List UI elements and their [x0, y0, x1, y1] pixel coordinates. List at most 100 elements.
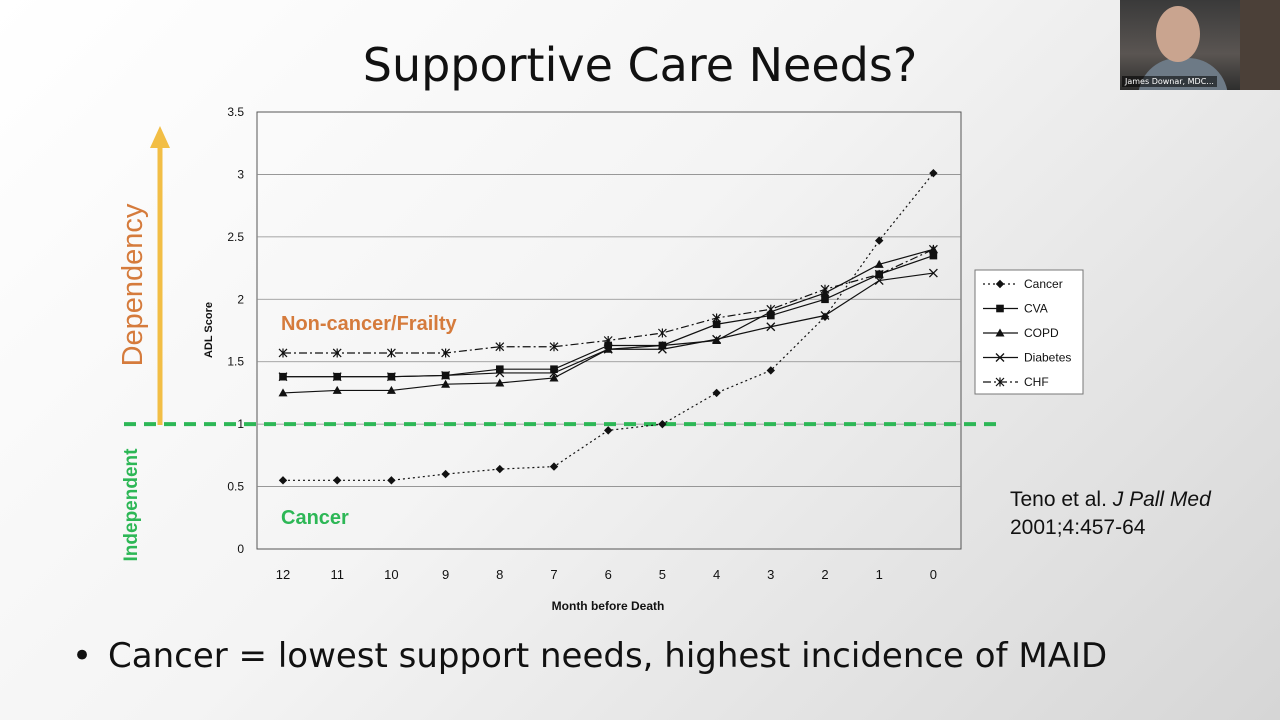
webcam-video[interactable]: James Downar, MDC... — [1120, 0, 1280, 90]
data-point-cva — [821, 295, 829, 304]
data-point-cancer — [333, 476, 342, 485]
y-tick-label: 0.5 — [227, 480, 244, 494]
data-point-diabetes — [495, 368, 505, 378]
dependency-label: Dependency — [117, 203, 149, 366]
x-tick-label: 0 — [930, 567, 937, 582]
bullet-dot: • — [72, 636, 93, 676]
data-point-copd — [495, 378, 505, 387]
data-point-copd — [332, 385, 342, 394]
data-point-diabetes — [820, 311, 830, 320]
x-tick-label: 4 — [713, 567, 720, 582]
data-point-chf — [766, 304, 776, 314]
data-point-chf — [332, 348, 342, 358]
data-point-diabetes — [712, 334, 722, 344]
citation-authors: Teno et al. — [1010, 488, 1107, 511]
data-point-diabetes — [278, 372, 288, 382]
data-point-cva — [929, 251, 938, 260]
y-axis-label: ADL Score — [203, 302, 215, 358]
data-point-copd — [874, 259, 884, 268]
legend-marker-chf — [995, 377, 1005, 387]
bullet-text: Cancer = lowest support needs, highest i… — [108, 636, 1108, 676]
data-point-cancer — [766, 366, 775, 375]
data-point-copd — [441, 379, 451, 388]
x-tick-label: 5 — [659, 567, 666, 582]
y-tick-label: 3.5 — [227, 105, 244, 119]
bullet-point: • Cancer = lowest support needs, highest … — [72, 636, 1252, 676]
data-point-cva — [550, 365, 558, 374]
data-point-cancer — [441, 469, 450, 479]
noncancer-frailty-label: Non-cancer/Frailty — [281, 313, 457, 335]
legend-marker-cva — [996, 304, 1004, 313]
legend-label-chf: CHF — [1024, 375, 1049, 389]
legend-label-cva: CVA — [1024, 302, 1048, 316]
y-tick-label: 1.5 — [227, 355, 244, 369]
x-tick-label: 6 — [605, 567, 612, 582]
data-point-copd — [386, 385, 396, 394]
data-point-diabetes — [441, 370, 451, 380]
data-point-diabetes — [874, 276, 884, 286]
data-point-chf — [928, 244, 938, 254]
legend-label-diabetes: Diabetes — [1024, 351, 1071, 365]
data-point-chf — [874, 269, 884, 279]
data-point-cancer — [658, 419, 667, 429]
data-point-cancer — [929, 168, 938, 178]
data-point-chf — [603, 335, 613, 345]
data-point-diabetes — [766, 322, 776, 332]
x-axis-label: Month before Death — [552, 599, 665, 613]
legend-marker-diabetes — [995, 353, 1005, 362]
data-point-cva — [712, 320, 721, 329]
y-tick-label: 2 — [237, 292, 244, 306]
x-tick-label: 12 — [276, 567, 290, 582]
data-point-chf — [441, 348, 451, 358]
x-tick-label: 3 — [767, 567, 774, 582]
slide-title: Supportive Care Needs? — [362, 38, 918, 92]
x-tick-label: 1 — [876, 567, 883, 582]
legend-marker-cancer — [995, 279, 1005, 289]
data-point-cancer — [278, 476, 288, 485]
citation: Teno et al. J Pall Med 2001;4:457-64 — [1010, 486, 1250, 542]
y-tick-label: 1 — [237, 417, 244, 431]
data-point-cva — [496, 365, 504, 374]
data-point-chf — [820, 284, 830, 294]
legend-box — [974, 269, 1084, 395]
y-tick-label: 3 — [237, 167, 244, 181]
data-point-cancer — [387, 476, 396, 485]
legend-label-cancer: Cancer — [1024, 277, 1063, 291]
data-point-diabetes — [603, 344, 613, 354]
data-point-cva — [767, 311, 775, 320]
data-point-diabetes — [657, 344, 667, 354]
data-point-chf — [657, 328, 667, 338]
data-point-diabetes — [549, 368, 559, 378]
data-point-diabetes — [386, 372, 396, 382]
cancer-region-label: Cancer — [281, 507, 349, 529]
legend-label-copd: COPD — [1024, 326, 1059, 340]
bookshelf-background — [1240, 0, 1280, 90]
data-point-chf — [278, 348, 288, 358]
x-tick-label: 7 — [550, 567, 557, 582]
x-tick-label: 2 — [821, 567, 828, 582]
data-point-chf — [495, 342, 505, 352]
data-point-chf — [386, 348, 396, 358]
y-tick-label: 2.5 — [227, 230, 244, 244]
x-tick-label: 9 — [442, 567, 449, 582]
plot-frame — [256, 111, 962, 550]
data-point-copd — [278, 388, 288, 397]
speaker-name-label: James Downar, MDC... — [1122, 76, 1217, 87]
dependency-arrow-head — [150, 126, 170, 148]
data-point-cancer — [875, 236, 884, 245]
x-tick-label: 10 — [384, 567, 398, 582]
y-tick-label: 0 — [237, 542, 244, 556]
data-point-diabetes — [928, 268, 938, 278]
data-point-cancer — [604, 426, 613, 435]
x-tick-label: 11 — [330, 567, 344, 582]
data-point-chf — [712, 313, 722, 323]
data-point-chf — [549, 342, 559, 352]
speaker-head — [1156, 6, 1200, 62]
data-point-copd — [549, 373, 559, 382]
data-point-cancer — [495, 464, 504, 474]
data-point-cancer — [712, 388, 721, 398]
citation-journal: J Pall Med — [1112, 488, 1211, 511]
legend-marker-copd — [995, 328, 1005, 337]
data-point-diabetes — [332, 372, 342, 382]
